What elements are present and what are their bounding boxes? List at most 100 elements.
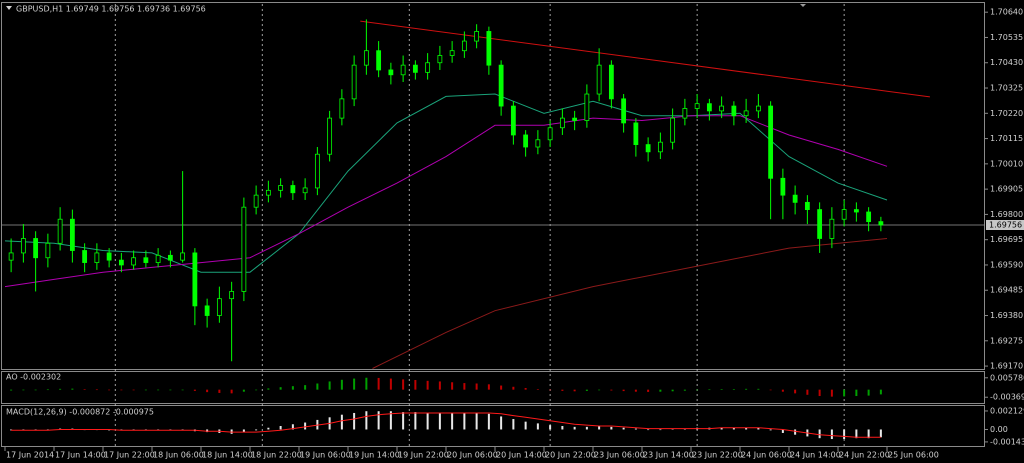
- histogram-bar: [451, 412, 454, 430]
- x-tick-label: 20 Jun 06:00: [447, 451, 498, 460]
- candle-body: [817, 209, 823, 239]
- histogram-bar: [867, 429, 870, 439]
- histogram-bar: [634, 389, 637, 392]
- histogram-bar: [573, 426, 576, 430]
- candle-body: [82, 250, 88, 263]
- y-tick-label: 1.70010: [990, 159, 1023, 168]
- candle-body: [204, 305, 210, 316]
- histogram-bar: [647, 389, 650, 392]
- histogram-bar: [830, 429, 833, 440]
- histogram-bar: [610, 389, 613, 391]
- y-tick-label: 1.70325: [990, 84, 1023, 93]
- histogram-bar: [242, 389, 245, 392]
- candle-body: [559, 117, 565, 129]
- x-tick-label: 24 Jun 06:00: [741, 451, 792, 460]
- macd-header: MACD(12,26,9) -0.000872 -0.000975: [6, 408, 154, 417]
- histogram-bar: [585, 389, 588, 391]
- y-tick-label: 0.00: [990, 425, 1008, 434]
- histogram-bar: [598, 389, 601, 391]
- histogram-bar: [59, 388, 62, 390]
- candle-body: [69, 218, 75, 251]
- moving-average: [372, 238, 888, 369]
- candle-body: [437, 55, 443, 64]
- histogram-bar: [377, 377, 380, 390]
- histogram-bar: [732, 427, 735, 430]
- histogram-bar: [585, 426, 588, 430]
- candle-body: [486, 31, 492, 66]
- candle-body: [265, 189, 271, 196]
- current-price-label: 1.69756: [989, 221, 1022, 230]
- candle-body: [510, 105, 516, 136]
- moving-average: [4, 115, 888, 288]
- candle-body: [682, 108, 688, 119]
- histogram-bar: [524, 388, 527, 390]
- y-tick-label: -0.00369: [990, 393, 1024, 402]
- symbol-header: GBPUSD,H1 1.69749 1.69756 1.69736 1.6975…: [16, 5, 206, 14]
- x-tick-label: 18 Jun 06:00: [153, 451, 204, 460]
- y-tick-label: 1.70430: [990, 58, 1023, 67]
- y-tick-label: 1.69695: [990, 235, 1023, 244]
- candle-body: [768, 105, 774, 179]
- candle-body: [621, 98, 627, 124]
- histogram-bar: [524, 421, 527, 430]
- candle-body: [106, 252, 112, 261]
- candle-body: [572, 117, 578, 121]
- histogram-bar: [426, 380, 429, 390]
- candle-body: [57, 218, 63, 244]
- histogram-bar: [757, 388, 760, 390]
- candle-body: [45, 242, 51, 259]
- histogram-bar: [463, 412, 466, 430]
- histogram-bar: [291, 386, 294, 390]
- histogram-bar: [855, 389, 858, 397]
- histogram-bar: [622, 427, 625, 430]
- x-tick-label: 20 Jun 14:00: [496, 451, 547, 460]
- x-tick-label: 17 Jun 2014: [6, 451, 54, 460]
- histogram-bar: [108, 389, 111, 391]
- signal-line: [11, 412, 881, 438]
- y-tick-label: 0.002129: [990, 406, 1024, 415]
- y-tick-label: 1.69485: [990, 286, 1023, 295]
- candle-body: [449, 50, 455, 56]
- histogram-bar: [255, 389, 258, 391]
- candle-body: [694, 103, 700, 109]
- current-price-tag: [986, 220, 1024, 230]
- candle-body: [327, 117, 333, 155]
- ao-header: AO -0.002302: [6, 373, 61, 382]
- histogram-bar: [720, 389, 723, 390]
- candle-body: [180, 252, 186, 261]
- y-tick-label: 1.70535: [990, 33, 1023, 42]
- histogram-bar: [855, 429, 858, 439]
- y-tick-label: 1.69380: [990, 311, 1023, 320]
- histogram-bar: [414, 380, 417, 390]
- candle-body: [633, 122, 639, 145]
- candle-body: [841, 209, 847, 220]
- symbol-menu-icon[interactable]: [6, 6, 12, 10]
- histogram-bar: [769, 389, 772, 391]
- x-tick-label: 17 Jun 22:00: [104, 451, 155, 460]
- candle-body: [474, 31, 480, 42]
- main-frame: [1, 2, 985, 370]
- histogram-bar: [487, 413, 490, 430]
- moving-average: [4, 93, 888, 273]
- candle-body: [719, 105, 725, 112]
- candle-body: [155, 254, 161, 263]
- histogram-bar: [389, 378, 392, 390]
- candle-body: [20, 238, 26, 254]
- histogram-bar: [561, 426, 564, 430]
- histogram-bar: [708, 389, 711, 391]
- candle-body: [878, 221, 884, 226]
- x-tick-label: 19 Jun 14:00: [349, 451, 400, 460]
- histogram-bar: [512, 419, 515, 430]
- histogram-bar: [304, 422, 307, 430]
- candle-body: [743, 110, 749, 117]
- y-tick-label: -0.00143: [990, 437, 1024, 446]
- candle-body: [804, 201, 810, 210]
- y-tick-label: 1.69275: [990, 336, 1023, 345]
- candle-body: [339, 98, 345, 119]
- candle-body: [498, 64, 504, 107]
- histogram-bar: [500, 385, 503, 390]
- histogram-bar: [647, 429, 650, 431]
- histogram-bar: [402, 412, 405, 430]
